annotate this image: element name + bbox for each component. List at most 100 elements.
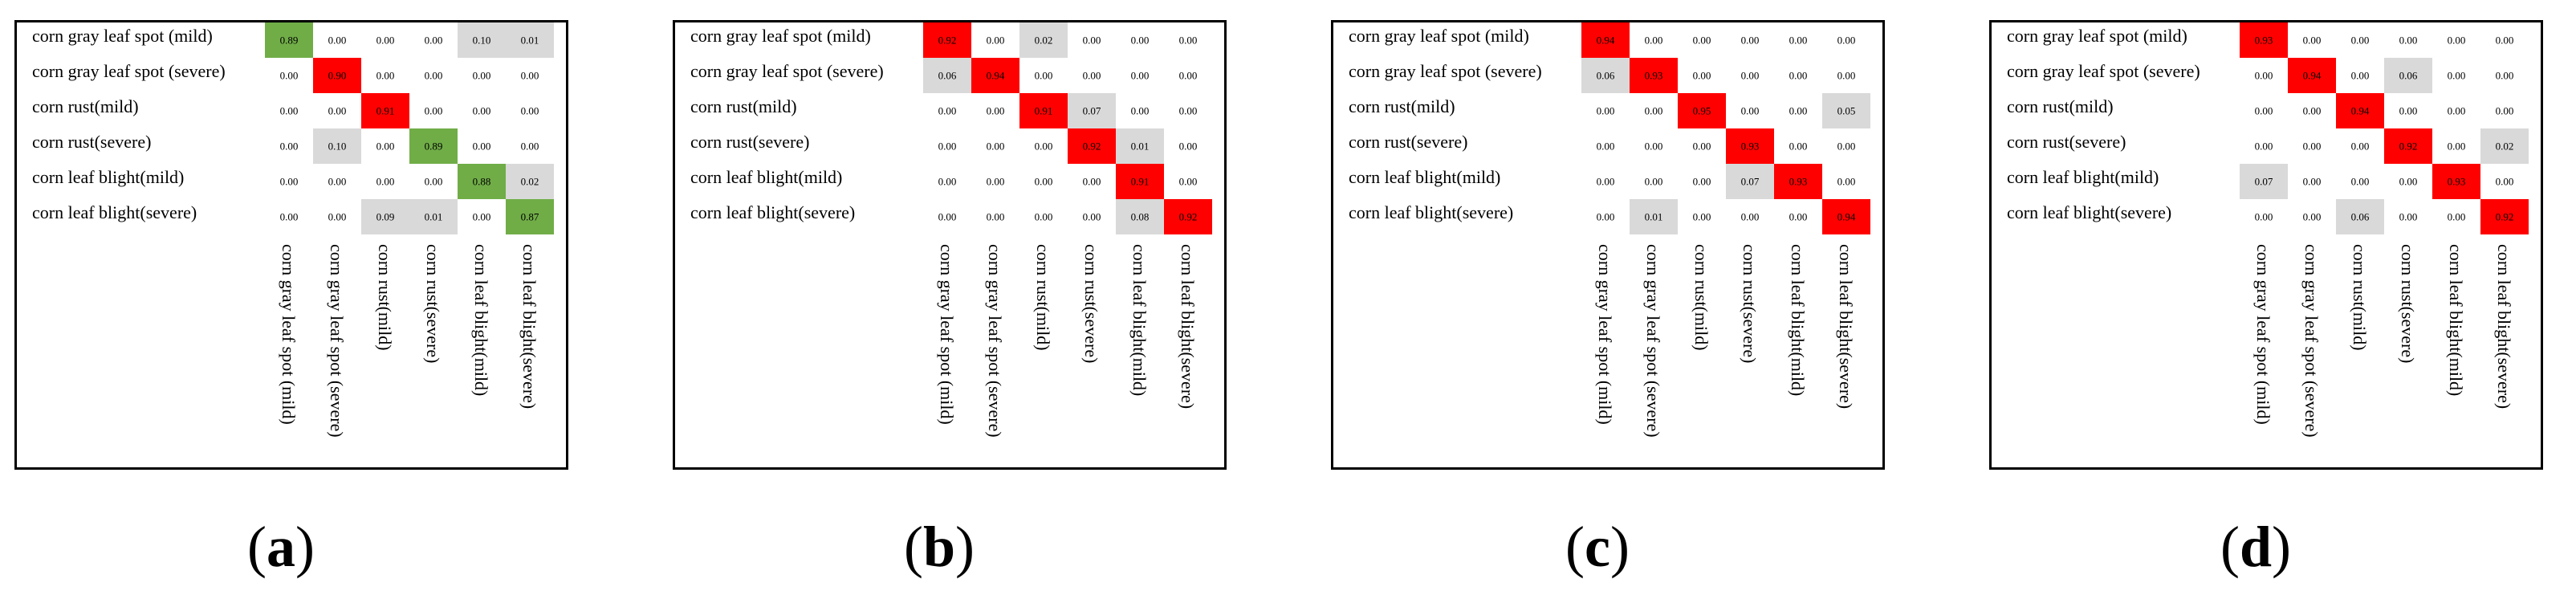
cell-value: 0.00 bbox=[376, 34, 395, 46]
cell-value: 0.00 bbox=[425, 34, 443, 46]
confusion-matrix-a: corn gray leaf spot (mild) corn gray leaf… bbox=[32, 22, 554, 438]
matrix-cell bbox=[2288, 58, 2336, 93]
cell-value: 0.09 bbox=[376, 210, 395, 222]
cell-value: 0.00 bbox=[1083, 34, 1101, 46]
cell-value: 0.00 bbox=[1597, 140, 1615, 152]
column-label: corn leaf blight(severe) bbox=[1178, 244, 1198, 409]
column-label: corn gray leaf spot (severe) bbox=[327, 244, 347, 438]
caption-c: (c) bbox=[1565, 515, 1630, 579]
cell-value: 0.00 bbox=[1179, 140, 1198, 152]
matrix-cell bbox=[2336, 93, 2384, 128]
matrix-cell bbox=[409, 128, 458, 164]
column-label: corn rust(severe) bbox=[2398, 244, 2418, 363]
cell-value: 0.00 bbox=[2399, 34, 2418, 46]
matrix-cell bbox=[313, 128, 361, 164]
cell-value: 0.00 bbox=[1741, 34, 1760, 46]
cell-value: 0.88 bbox=[473, 175, 491, 187]
matrix-cell bbox=[265, 22, 313, 58]
cell-value: 0.00 bbox=[2255, 69, 2273, 81]
cell-value: 0.00 bbox=[1741, 104, 1760, 116]
cell-value: 0.07 bbox=[2255, 175, 2273, 187]
cell-value: 0.06 bbox=[1597, 69, 1615, 81]
cell-value: 0.00 bbox=[280, 175, 299, 187]
matrix-cell bbox=[1581, 22, 1630, 58]
cell-value: 0.00 bbox=[2496, 34, 2514, 46]
cell-value: 0.00 bbox=[1837, 34, 1856, 46]
cell-value: 0.00 bbox=[1645, 104, 1663, 116]
cell-value: 0.89 bbox=[280, 34, 299, 46]
panel-frame bbox=[14, 20, 568, 470]
column-label: corn gray leaf spot (mild) bbox=[937, 244, 957, 425]
cell-value: 0.94 bbox=[1837, 210, 1856, 222]
confusion-matrix-c: corn gray leaf spot (mild) corn gray leaf… bbox=[1349, 22, 1870, 438]
row-label: corn rust(severe) bbox=[690, 132, 809, 152]
cell-value: 0.00 bbox=[1597, 210, 1615, 222]
cell-value: 0.00 bbox=[1179, 104, 1198, 116]
cell-value: 0.91 bbox=[1131, 175, 1150, 187]
matrix-cell bbox=[458, 22, 506, 58]
panel-a: corn gray leaf spot (mild) corn gray leaf… bbox=[0, 0, 642, 603]
row-label: corn leaf blight(mild) bbox=[690, 167, 842, 187]
panel-d: corn gray leaf spot (mild) corn gray leaf… bbox=[1975, 0, 2576, 603]
cell-value: 0.08 bbox=[1131, 210, 1150, 222]
cell-value: 0.02 bbox=[1035, 34, 1053, 46]
cell-value: 0.00 bbox=[987, 104, 1005, 116]
cell-value: 0.92 bbox=[1179, 210, 1198, 222]
cell-value: 0.00 bbox=[2351, 69, 2370, 81]
caption-letter: d bbox=[2239, 515, 2273, 579]
cell-value: 0.00 bbox=[1789, 69, 1808, 81]
matrix-cell bbox=[2432, 164, 2480, 199]
matrix-cell bbox=[1822, 93, 1870, 128]
cell-value: 0.00 bbox=[1645, 175, 1663, 187]
cell-value: 0.00 bbox=[1837, 69, 1856, 81]
column-label: corn leaf blight(mild) bbox=[471, 244, 491, 396]
cell-value: 0.00 bbox=[2448, 34, 2466, 46]
cell-value: 0.89 bbox=[425, 140, 443, 152]
caption-a: (a) bbox=[247, 515, 315, 579]
cell-value: 0.07 bbox=[1083, 104, 1101, 116]
cell-value: 0.06 bbox=[2351, 210, 2370, 222]
matrix-cell bbox=[506, 164, 554, 199]
cell-value: 0.00 bbox=[938, 210, 957, 222]
cell-value: 0.00 bbox=[521, 69, 539, 81]
matrix-cell bbox=[2240, 164, 2288, 199]
column-label: corn leaf blight(mild) bbox=[1788, 244, 1808, 396]
matrix-cell bbox=[1164, 199, 1212, 234]
matrix-cell bbox=[1019, 93, 1068, 128]
cell-value: 0.00 bbox=[376, 140, 395, 152]
cell-value: 0.00 bbox=[1035, 140, 1053, 152]
matrix-cell bbox=[313, 58, 361, 93]
cell-value: 0.05 bbox=[1837, 104, 1856, 116]
cell-value: 0.00 bbox=[280, 140, 299, 152]
row-label: corn rust(severe) bbox=[32, 132, 151, 152]
cell-value: 0.00 bbox=[1131, 34, 1150, 46]
cell-value: 0.00 bbox=[1083, 210, 1101, 222]
cell-value: 0.00 bbox=[2399, 175, 2418, 187]
cell-value: 0.92 bbox=[2496, 210, 2514, 222]
cell-value: 0.92 bbox=[1083, 140, 1101, 152]
cell-value: 0.93 bbox=[2255, 34, 2273, 46]
cell-value: 0.00 bbox=[1131, 69, 1150, 81]
cell-value: 0.00 bbox=[1035, 69, 1053, 81]
cell-value: 0.00 bbox=[280, 210, 299, 222]
matrix-cell bbox=[2480, 128, 2529, 164]
cell-value: 0.94 bbox=[2351, 104, 2370, 116]
cell-value: 0.00 bbox=[328, 175, 347, 187]
matrix-cell bbox=[1116, 128, 1164, 164]
row-label: corn leaf blight(severe) bbox=[690, 202, 855, 222]
row-label: corn gray leaf spot (severe) bbox=[2007, 61, 2200, 81]
cell-value: 0.87 bbox=[521, 210, 539, 222]
panel-frame bbox=[673, 20, 1227, 470]
cell-value: 0.00 bbox=[473, 140, 491, 152]
matrix-cell bbox=[923, 22, 971, 58]
cell-value: 0.00 bbox=[1741, 69, 1760, 81]
cell-value: 0.00 bbox=[2496, 175, 2514, 187]
cell-value: 0.00 bbox=[2399, 210, 2418, 222]
caption-d: (d) bbox=[2220, 515, 2291, 579]
cell-value: 0.10 bbox=[328, 140, 347, 152]
cell-value: 0.02 bbox=[521, 175, 539, 187]
column-label: corn rust(severe) bbox=[1740, 244, 1760, 363]
column-label: corn gray leaf spot (mild) bbox=[279, 244, 299, 425]
cell-value: 0.00 bbox=[2448, 140, 2466, 152]
matrix-cell bbox=[1068, 128, 1116, 164]
